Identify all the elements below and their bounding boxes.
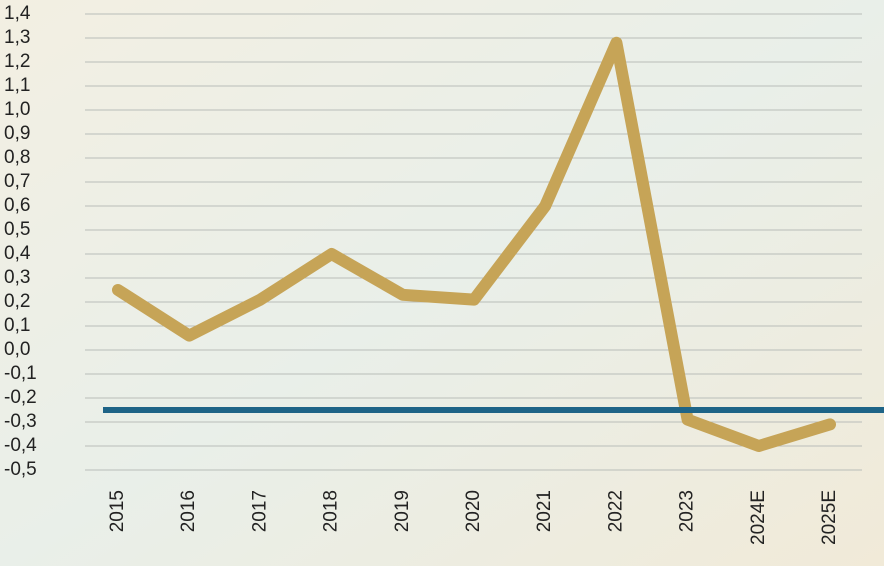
- x-tick-label: 2017: [249, 490, 270, 532]
- y-tick-label: 1,2: [4, 51, 30, 72]
- y-tick-label: 1,0: [4, 99, 30, 120]
- y-tick-label: 0,3: [4, 267, 30, 288]
- y-tick-label: 0,2: [4, 291, 30, 312]
- y-tick-label: 1,4: [4, 3, 31, 24]
- x-tick-label: 2024E: [748, 490, 769, 545]
- y-tick-label: 0,4: [4, 243, 31, 264]
- y-tick-label: 0,7: [4, 171, 30, 192]
- x-tick-label: 2020: [463, 490, 484, 532]
- x-tick-label: 2025E: [819, 490, 840, 545]
- x-tick-label: 2018: [321, 490, 342, 532]
- y-tick-label: 0,8: [4, 147, 30, 168]
- y-tick-label: -0,2: [4, 387, 37, 408]
- x-tick-label: 2023: [677, 490, 698, 532]
- y-tick-label: -0,3: [4, 411, 37, 432]
- y-tick-label: 0,1: [4, 315, 30, 336]
- x-tick-label: 2021: [534, 490, 555, 532]
- y-tick-label: 1,1: [4, 75, 30, 96]
- y-tick-label: -0,5: [4, 459, 37, 480]
- y-tick-label: 0,0: [4, 339, 30, 360]
- background: [0, 0, 884, 566]
- y-tick-label: -0,4: [4, 435, 37, 456]
- y-tick-label: 0,9: [4, 123, 30, 144]
- y-tick-label: 1,3: [4, 27, 30, 48]
- x-tick-label: 2016: [178, 490, 199, 532]
- x-tick-label: 2015: [107, 490, 128, 532]
- x-tick-label: 2022: [605, 490, 626, 532]
- chart: -0,5 -0,4 -0,3 -0,2 -0,1 0,0 0,1 0,2 0,3 0,4 0,5 0,…: [0, 0, 884, 566]
- y-tick-label: 0,6: [4, 195, 30, 216]
- x-tick-label: 2019: [392, 490, 413, 532]
- y-tick-label: 0,5: [4, 219, 30, 240]
- y-tick-label: -0,1: [4, 363, 37, 384]
